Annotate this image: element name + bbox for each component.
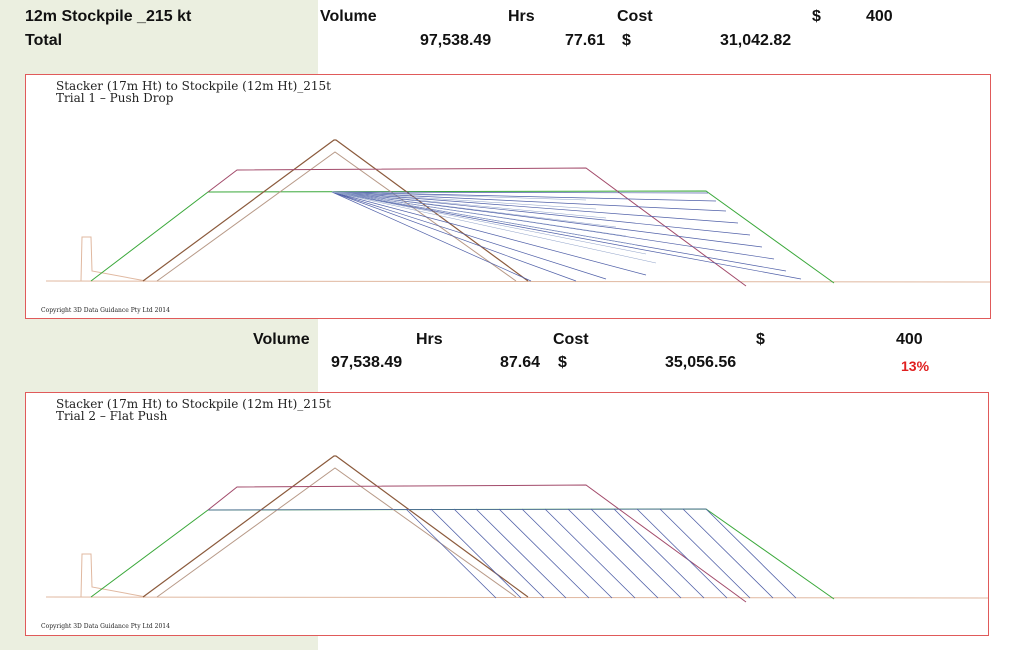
push-path-13: [331, 191, 532, 282]
stockpile-outline: [90, 508, 835, 600]
design-profile: [207, 484, 747, 603]
push-path-fine-4: [331, 191, 617, 228]
push-path-fine-2: [331, 191, 597, 210]
flat-push-path-12: [659, 508, 751, 599]
total-volume: 97,538.49: [420, 32, 492, 49]
total-cost-currency: $: [622, 32, 631, 49]
trial2-cost-header: Cost: [553, 331, 589, 348]
push-path-2: [331, 191, 717, 202]
stockpile-title: 12m Stockpile _215 kt: [25, 8, 192, 25]
flat-push-path-7: [544, 508, 636, 599]
push-path-4: [331, 191, 739, 224]
flat-push-path-1: [405, 508, 497, 599]
design-profile: [207, 167, 747, 287]
total-label: Total: [25, 32, 63, 49]
push-path-fine-8: [331, 191, 657, 264]
volume-header: Volume: [320, 8, 377, 25]
trial1-copyright: Copyright 3D Data Guidance Pty Ltd 2014: [41, 307, 170, 314]
trial1-title: Stacker (17m Ht) to Stockpile (12m Ht)_2…: [56, 79, 332, 93]
currency-header: $: [812, 8, 821, 25]
hrs-header: Hrs: [508, 8, 535, 25]
total-hrs: 77.61: [565, 32, 606, 49]
flat-push-path-6: [521, 508, 613, 599]
stacker-cone-inner: [156, 467, 517, 598]
push-path-fine-5: [331, 191, 627, 237]
trial2-title: Stacker (17m Ht) to Stockpile (12m Ht)_2…: [56, 397, 332, 411]
push-path-9: [331, 191, 802, 280]
flat-push-path-11: [636, 508, 728, 599]
trial1-subtitle: Trial 1 – Push Drop: [56, 91, 174, 105]
flat-push-path-4: [475, 508, 567, 599]
trial2-drawing: [45, 455, 988, 603]
trial2-subtitle: Trial 2 – Flat Push: [56, 409, 168, 423]
push-path-fine-7: [331, 191, 647, 255]
trial1-diagram: Stacker (17m Ht) to Stockpile (12m Ht)_2…: [25, 74, 991, 319]
push-path-6: [331, 191, 763, 248]
push-path-fine-6: [331, 191, 637, 246]
flat-push-path-13: [682, 508, 774, 599]
push-path-5: [331, 191, 751, 236]
trial2-cost: 35,056.56: [665, 354, 737, 371]
flat-push-path-8: [567, 508, 659, 599]
push-path-3: [331, 191, 727, 212]
flat-push-path-5: [498, 508, 590, 599]
flat-push-path-14: [705, 508, 797, 599]
stacker-tower: [80, 236, 147, 282]
stacker-cone-inner: [156, 151, 517, 282]
trial1-drawing: [45, 139, 990, 287]
trial2-hrs: 87.64: [500, 354, 541, 371]
stacker-tower: [80, 553, 147, 598]
trial2-currency-header: $: [756, 331, 765, 348]
push-path-1: [331, 191, 709, 194]
trial2-hrs-header: Hrs: [416, 331, 443, 348]
flat-push-path-9: [590, 508, 682, 599]
push-path-fine-1: [331, 191, 587, 201]
stacker-cone-outer: [142, 139, 529, 282]
rate-value: 400: [866, 8, 893, 25]
flat-push-path-10: [613, 508, 705, 599]
cost-header: Cost: [617, 8, 653, 25]
trial2-copyright: Copyright 3D Data Guidance Pty Ltd 2014: [41, 623, 170, 630]
ground-line: [45, 596, 988, 599]
total-cost: 31,042.82: [720, 32, 792, 49]
ground-line: [45, 280, 990, 283]
stockpile-outline: [90, 190, 835, 284]
push-path-10: [331, 191, 647, 276]
trial2-rate: 400: [896, 331, 923, 348]
flat-push-path-3: [453, 508, 545, 599]
push-path-12: [331, 191, 577, 282]
push-path-11: [331, 191, 607, 280]
trial2-volume-header: Volume: [253, 331, 310, 348]
flat-push-path-2: [430, 508, 522, 599]
trial2-percent-increase: 13%: [901, 358, 930, 374]
trial2-diagram: Stacker (17m Ht) to Stockpile (12m Ht)_2…: [25, 392, 989, 636]
trial2-cost-currency: $: [558, 354, 567, 371]
flat-push-top: [207, 508, 707, 511]
stacker-cone-outer: [142, 455, 529, 598]
trial2-volume: 97,538.49: [331, 354, 403, 371]
push-path-fine-3: [331, 191, 607, 219]
